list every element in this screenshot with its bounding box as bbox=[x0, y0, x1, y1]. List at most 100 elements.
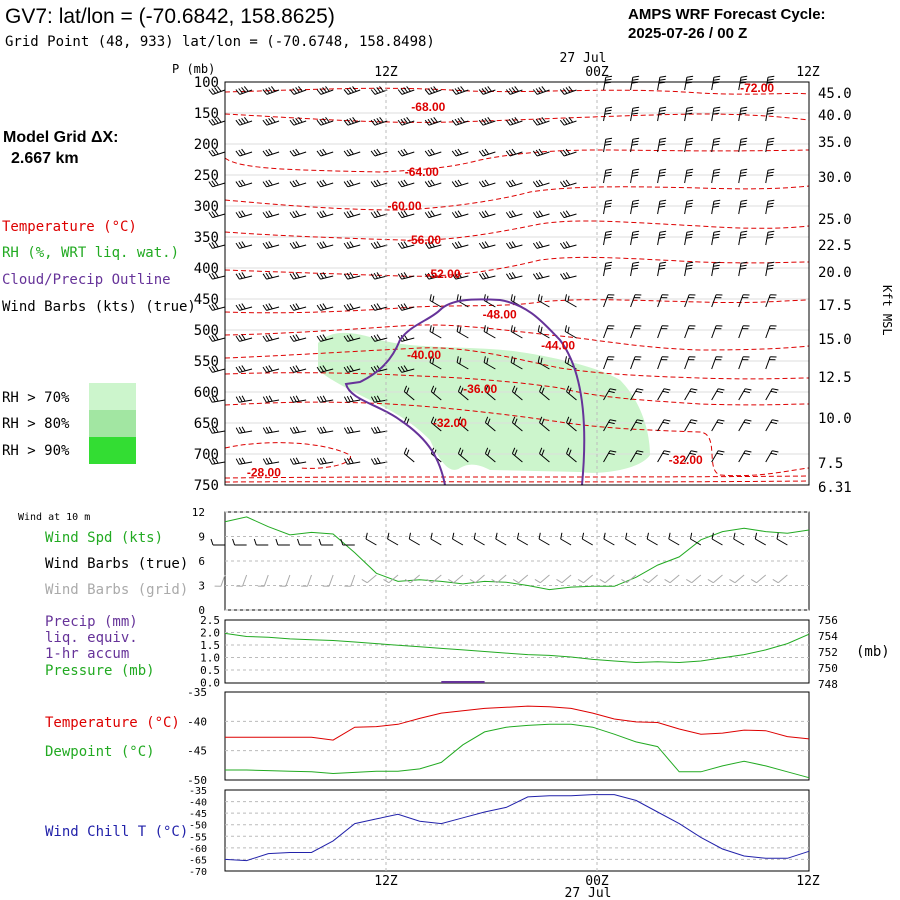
wind-barb-feather bbox=[295, 210, 300, 217]
wind-barb-feather bbox=[659, 264, 666, 267]
wind-barb-feather bbox=[559, 181, 565, 188]
wind-barb bbox=[765, 232, 769, 246]
wind-barb-feather bbox=[292, 304, 297, 310]
wind-barb-feather bbox=[208, 396, 213, 403]
wind-barb bbox=[657, 77, 661, 91]
wind-barb-feather bbox=[432, 295, 435, 303]
wind-barb-feather bbox=[632, 230, 640, 233]
wind-barb-true bbox=[365, 538, 377, 546]
wind-barb-feather bbox=[325, 86, 330, 92]
wind-barb bbox=[482, 151, 496, 157]
wind-barb bbox=[347, 461, 361, 465]
wind-barb-true-feather bbox=[603, 532, 606, 540]
wind-barb-grid-feather bbox=[534, 578, 541, 584]
wind-barb bbox=[347, 399, 361, 403]
wind-barb bbox=[293, 461, 307, 465]
wind-barb-feather bbox=[451, 119, 457, 126]
wind-barb-feather bbox=[454, 272, 460, 279]
wind-barb-feather bbox=[430, 241, 435, 248]
wind-barb-feather bbox=[568, 449, 572, 456]
wind-barb bbox=[266, 368, 280, 373]
wind-barb-feather bbox=[343, 458, 348, 465]
wind-barb bbox=[765, 450, 773, 463]
wind-barbs-true-label: Wind Barbs (true) bbox=[45, 556, 188, 572]
wind-barb bbox=[430, 391, 442, 401]
wind-barb-feather bbox=[608, 452, 615, 456]
wind-barb bbox=[566, 422, 577, 432]
wind-speed-label: Wind Spd (kts) bbox=[45, 530, 163, 546]
wind-barb-feather bbox=[568, 418, 572, 425]
wind-barb bbox=[738, 170, 742, 184]
wind-barb-feather bbox=[511, 148, 517, 155]
wind-barb-grid bbox=[648, 574, 658, 584]
wind-barb-feather bbox=[605, 75, 613, 78]
wind-barb-feather bbox=[564, 294, 567, 301]
wind-barb-feather bbox=[659, 230, 667, 233]
wind-barb-feather bbox=[562, 272, 568, 279]
wind-barb bbox=[738, 450, 746, 463]
wind-barb-feather bbox=[739, 236, 747, 239]
wind-barb-feather bbox=[767, 137, 775, 140]
wind-barb-feather bbox=[739, 143, 747, 146]
wind-barb bbox=[509, 151, 523, 157]
wind-barb-feather bbox=[346, 426, 351, 433]
wind-barb bbox=[347, 337, 361, 342]
wind-barb-grid-feather bbox=[512, 578, 519, 584]
wind-barb-feather bbox=[235, 212, 240, 218]
wind-barb-feather bbox=[659, 168, 667, 171]
wind-barb-feather bbox=[295, 303, 300, 310]
wind-barb-feather bbox=[632, 137, 640, 140]
wind-barb-feather bbox=[211, 457, 216, 464]
wind-barb bbox=[374, 306, 388, 311]
wind-barb-feather bbox=[235, 304, 240, 311]
legend-wind-barbs: Wind Barbs (kts) (true) bbox=[2, 299, 196, 315]
wind-barb-feather bbox=[505, 273, 511, 280]
height-tick-label: 10.0 bbox=[818, 411, 852, 427]
wind-barb-feather bbox=[632, 199, 640, 202]
wind-barb-feather bbox=[538, 272, 544, 278]
legend-cloud-outline: Cloud/Precip Outline bbox=[2, 272, 171, 288]
wind-barb-feather bbox=[373, 211, 379, 218]
wind-barb-feather bbox=[427, 211, 433, 218]
wind-barb-feather bbox=[430, 210, 436, 217]
wind-barb bbox=[765, 108, 769, 122]
wind-barb-feather bbox=[743, 390, 751, 394]
wind-barb-feather bbox=[430, 117, 436, 124]
forecast-cycle-label: AMPS WRF Forecast Cycle: bbox=[628, 6, 826, 23]
wind-barb-feather bbox=[343, 427, 348, 434]
wind-barb-feather bbox=[478, 89, 484, 95]
wind-barb-feather bbox=[373, 457, 378, 464]
wind-barb-feather bbox=[424, 89, 430, 95]
cross-section-frame bbox=[224, 81, 810, 486]
wind-barb-feather bbox=[740, 233, 747, 236]
wind-barb-feather bbox=[376, 395, 381, 402]
wind-barb bbox=[266, 275, 280, 280]
wind-barb-feather bbox=[451, 273, 457, 280]
wind-barb-grid bbox=[366, 574, 377, 584]
wind-barb-feather bbox=[686, 171, 693, 174]
wind-barb-feather bbox=[295, 272, 300, 278]
wind-barb-feather bbox=[432, 357, 435, 365]
wind-barb-feather bbox=[712, 174, 720, 177]
wind-barb-feather bbox=[370, 366, 376, 373]
wind-barb-feather bbox=[241, 365, 246, 372]
wind-barb-feather bbox=[316, 89, 322, 95]
temp-contour-minus52 bbox=[224, 256, 810, 277]
wind-barb bbox=[293, 89, 307, 95]
wind-barb-feather bbox=[605, 264, 612, 267]
wind-barb-feather bbox=[532, 273, 538, 280]
wind-barb-feather bbox=[292, 426, 297, 433]
wind-barb bbox=[657, 232, 661, 246]
wind-barb-feather bbox=[265, 180, 270, 187]
wind-barb-feather bbox=[403, 179, 409, 186]
wind-barb-feather bbox=[400, 149, 406, 156]
wind-barb-feather bbox=[400, 366, 406, 372]
wind-barb-feather bbox=[604, 174, 612, 177]
wind-barb-feather bbox=[289, 427, 294, 434]
wind-barb-feather bbox=[373, 272, 378, 279]
wind-barb-true-feather bbox=[560, 532, 563, 540]
wind-barb bbox=[539, 453, 550, 463]
wind-barb-true bbox=[473, 538, 485, 546]
wind-barb-feather bbox=[349, 148, 354, 155]
wind-barb-true-feather bbox=[473, 532, 476, 540]
